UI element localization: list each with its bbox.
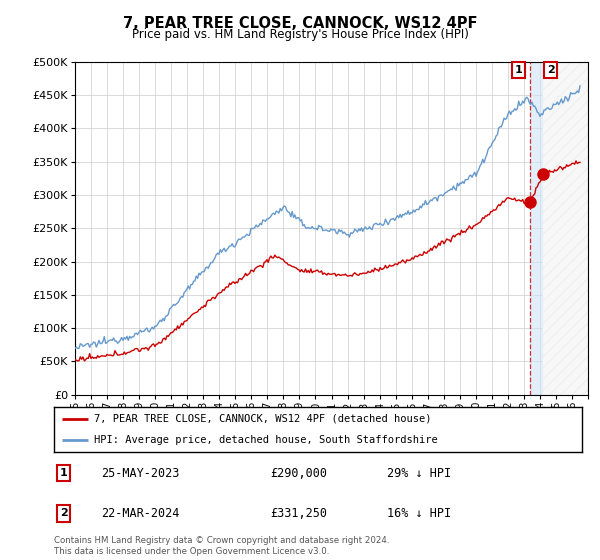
Bar xyxy=(530,62,544,395)
Text: 16% ↓ HPI: 16% ↓ HPI xyxy=(386,507,451,520)
Text: 25-MAY-2023: 25-MAY-2023 xyxy=(101,467,180,480)
Text: Contains HM Land Registry data © Crown copyright and database right 2024.
This d: Contains HM Land Registry data © Crown c… xyxy=(54,536,389,556)
Text: 22-MAR-2024: 22-MAR-2024 xyxy=(101,507,180,520)
Bar xyxy=(544,62,588,395)
Text: 2: 2 xyxy=(59,508,67,519)
Text: HPI: Average price, detached house, South Staffordshire: HPI: Average price, detached house, Sout… xyxy=(94,435,437,445)
Text: £331,250: £331,250 xyxy=(271,507,328,520)
Text: 29% ↓ HPI: 29% ↓ HPI xyxy=(386,467,451,480)
Text: 2: 2 xyxy=(547,65,554,75)
Bar xyxy=(544,62,588,395)
Text: 7, PEAR TREE CLOSE, CANNOCK, WS12 4PF (detached house): 7, PEAR TREE CLOSE, CANNOCK, WS12 4PF (d… xyxy=(94,414,431,424)
Text: Price paid vs. HM Land Registry's House Price Index (HPI): Price paid vs. HM Land Registry's House … xyxy=(131,28,469,41)
Text: 1: 1 xyxy=(515,65,523,75)
Text: £290,000: £290,000 xyxy=(271,467,328,480)
Text: 7, PEAR TREE CLOSE, CANNOCK, WS12 4PF: 7, PEAR TREE CLOSE, CANNOCK, WS12 4PF xyxy=(123,16,477,31)
Text: 1: 1 xyxy=(59,468,67,478)
